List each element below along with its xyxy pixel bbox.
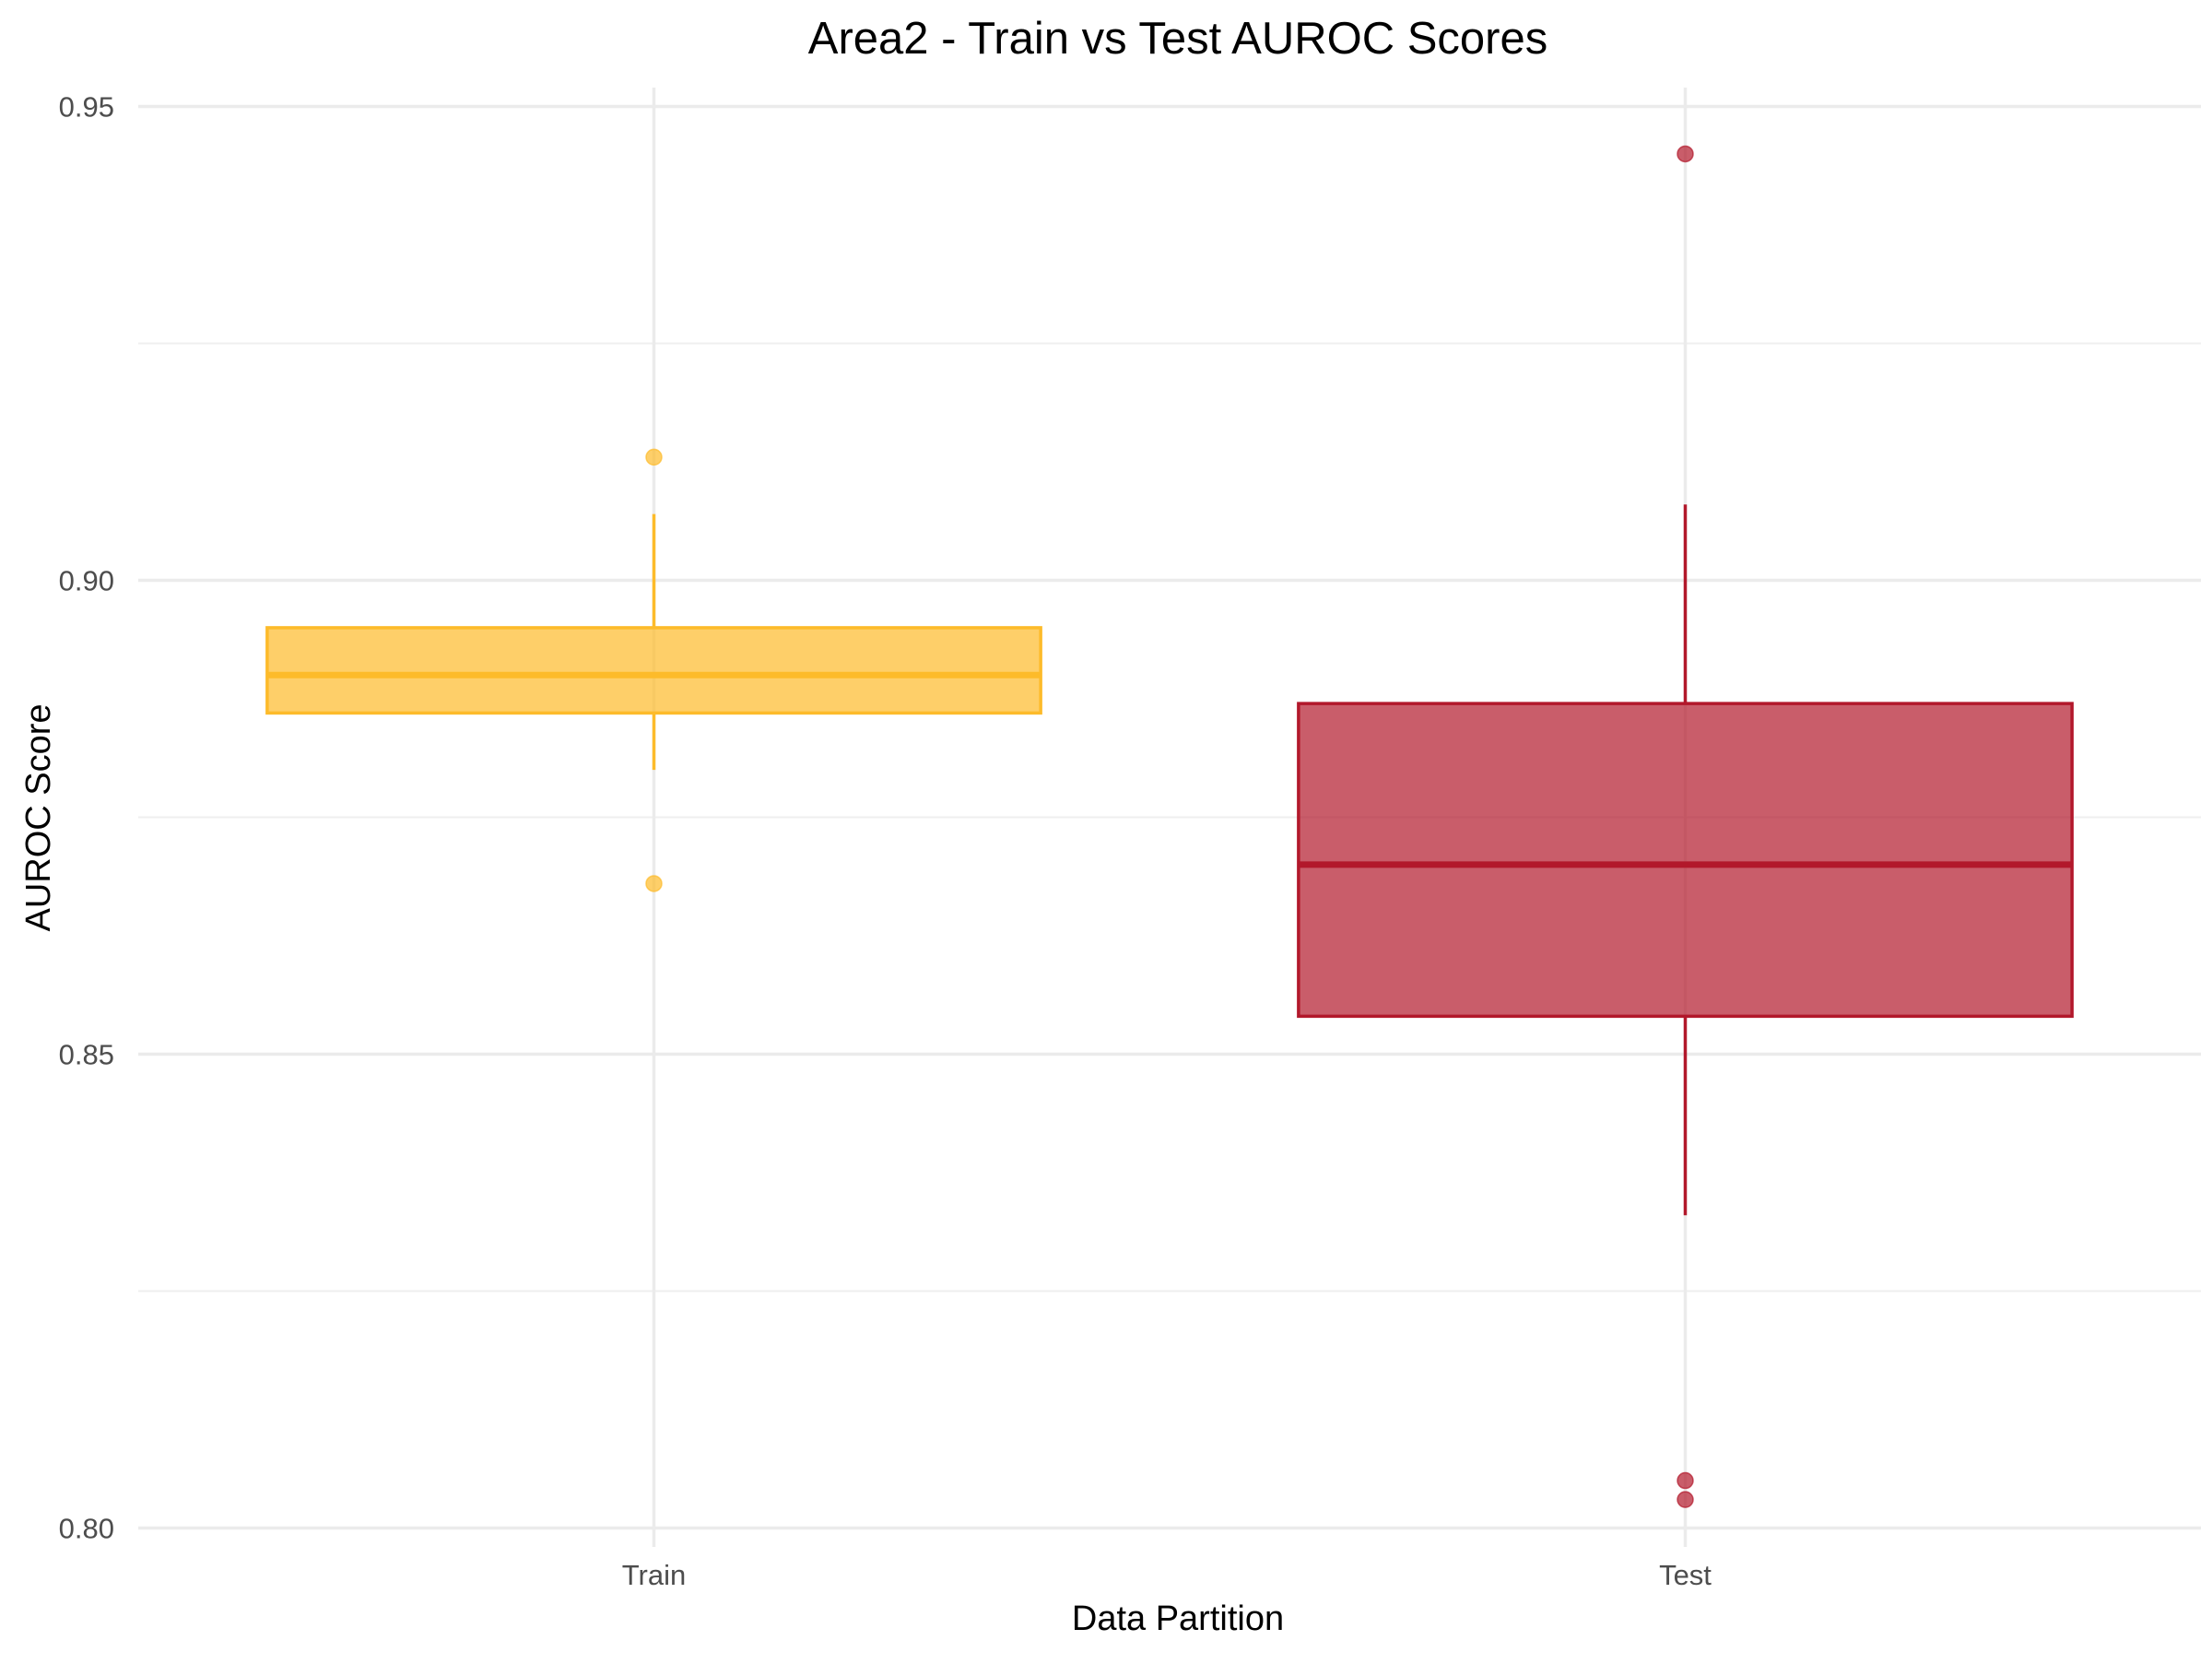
iqr-box [265,626,1042,715]
x-tick-label: Train [622,1559,686,1591]
y-tick-label: 0.85 [59,1038,114,1070]
y-tick-label: 0.90 [59,565,114,597]
boxes [265,145,2074,1508]
y-axis-title: AUROC Score [19,703,58,931]
outlier-point [1677,1491,1694,1508]
tick-labels: 0.80 0.85 0.90 0.95 Train Test [59,91,1712,1591]
x-tick-label: Test [1659,1559,1712,1591]
outlier-point [1677,145,1694,163]
outlier-point [1677,1471,1694,1490]
iqr-box [1297,702,2074,1019]
chart-title: Area2 - Train vs Test AUROC Scores [808,14,1547,64]
outlier-point [645,448,663,466]
x-axis-title: Data Partition [1072,1599,1284,1638]
box-train [265,448,1042,892]
outlier-point [645,875,663,892]
box-test [1297,145,2074,1508]
y-tick-label: 0.80 [59,1512,114,1544]
y-tick-label: 0.95 [59,91,114,124]
